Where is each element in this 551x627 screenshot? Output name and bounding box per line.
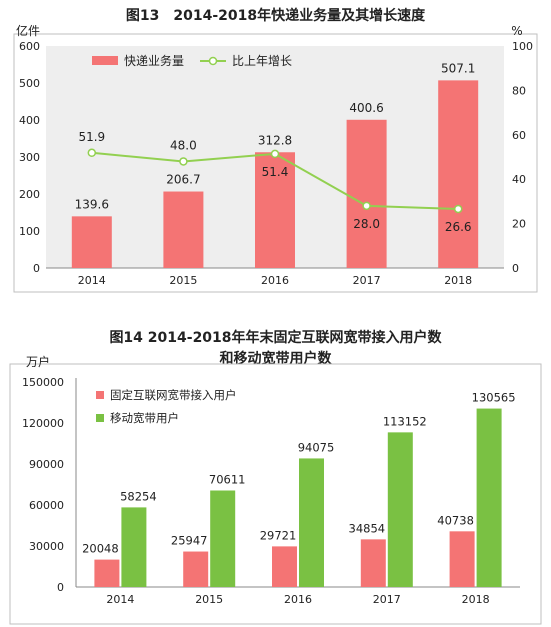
chart-frame	[13, 33, 538, 293]
bar	[476, 408, 502, 587]
bar-data-label: 113152	[383, 414, 427, 428]
legend-swatch-fixed	[96, 391, 104, 399]
legend-label-volume: 快递业务量	[124, 53, 184, 68]
growth-data-label: 48.0	[170, 138, 197, 152]
bar-data-label: 40738	[437, 513, 474, 527]
y-tick-label: 400	[19, 114, 40, 127]
bar-data-label: 94075	[298, 440, 335, 454]
x-tick-label: 2016	[261, 274, 289, 287]
bar	[121, 507, 147, 587]
x-tick-label: 2017	[353, 274, 381, 287]
bar-data-label: 20048	[82, 542, 119, 556]
chart-subtitle: 和移动宽带用户数	[219, 351, 332, 367]
x-tick-label: 2016	[284, 593, 312, 606]
broadband-chart: 图14 2014-2018年年末固定互联网宽带接入用户数 和移动宽带用户数 万户…	[0, 322, 551, 627]
bar	[183, 551, 209, 587]
bar	[449, 531, 475, 587]
y-tick-label: 100	[19, 225, 40, 238]
x-tick-label: 2017	[373, 593, 401, 606]
bar-data-label: 70611	[209, 472, 246, 486]
growth-data-label: 26.6	[445, 220, 472, 234]
bar	[163, 191, 204, 268]
bar	[346, 119, 387, 268]
broadband-chart-svg: 万户 0 30000 60000 90000 120000 150000 20048 58254…	[9, 354, 542, 625]
bar	[438, 80, 479, 268]
y-tick-label: 90000	[29, 458, 64, 471]
bar-data-label: 130565	[472, 391, 516, 405]
bar	[71, 216, 112, 268]
express-chart-svg: 亿件 % 0 100 200 300 400 500 600 0 20 40 60 80 100 139.6 2…	[13, 23, 538, 293]
growth-point	[453, 204, 463, 214]
growth-point	[270, 149, 280, 159]
x-tick-label: 2015	[195, 593, 223, 606]
y-tick-label: 60000	[29, 499, 64, 512]
bar	[299, 458, 324, 587]
bar	[210, 490, 236, 587]
chart-frame	[9, 363, 542, 625]
y-tick-label: 200	[19, 188, 40, 201]
y-tick-label: 120000	[22, 417, 64, 430]
legend-label-mobile: 移动宽带用户	[110, 411, 179, 425]
growth-data-label: 51.9	[78, 130, 105, 144]
y2-tick-label: 40	[512, 173, 526, 186]
x-tick-label: 2014	[106, 593, 134, 606]
legend-swatch-mobile	[96, 414, 104, 422]
legend-label-growth: 比上年增长	[232, 54, 292, 68]
bar	[94, 559, 120, 587]
y2-tick-label: 80	[512, 84, 526, 97]
x-tick-label: 2018	[444, 274, 472, 287]
y2-tick-label: 100	[512, 40, 533, 53]
legend-label-fixed: 固定互联网宽带接入用户	[110, 388, 237, 402]
growth-data-label: 28.0	[353, 217, 380, 231]
y-tick-label: 0	[57, 581, 64, 594]
y2-tick-label: 0	[512, 262, 519, 275]
y-tick-label: 150000	[22, 376, 64, 389]
x-tick-label: 2014	[78, 274, 106, 287]
chart-title: 图13 2014-2018年快递业务量及其增长速度	[125, 8, 426, 24]
y-axis-label: 亿件	[16, 23, 40, 38]
bar	[272, 546, 297, 587]
chart-title: 图14 2014-2018年年末固定互联网宽带接入用户数	[109, 330, 442, 346]
bar-data-label: 29721	[260, 528, 297, 542]
bar	[255, 152, 295, 268]
bar-data-label: 507.1	[441, 61, 475, 75]
x-tick-label: 2018	[462, 593, 490, 606]
growth-point	[179, 157, 188, 166]
bar-data-label: 312.8	[258, 133, 292, 147]
growth-point	[87, 148, 97, 158]
y-tick-label: 300	[19, 151, 40, 164]
legend-swatch-volume	[92, 56, 118, 65]
y-tick-label: 600	[19, 40, 40, 53]
bar	[360, 539, 386, 587]
x-tick-label: 2015	[169, 274, 197, 287]
y2-tick-label: 60	[512, 129, 526, 142]
y-axis-label: 万户	[26, 354, 50, 369]
y-tick-label: 0	[33, 262, 40, 275]
bar-data-label: 206.7	[166, 173, 200, 187]
legend-swatch-growth-marker	[208, 56, 218, 66]
growth-data-label: 51.4	[262, 165, 289, 179]
bar-data-label: 58254	[120, 489, 157, 503]
bar-data-label: 34854	[349, 521, 386, 535]
y2-tick-label: 20	[512, 218, 526, 231]
express-chart: 图13 2014-2018年快递业务量及其增长速度 亿件% 0 100 200 300 4…	[0, 0, 551, 300]
y-tick-label: 30000	[29, 540, 64, 553]
bar-data-label: 139.6	[75, 197, 109, 211]
y2-axis-label: %	[511, 24, 522, 38]
y-tick-label: 500	[19, 77, 40, 90]
bar	[387, 432, 413, 587]
bar-data-label: 400.6	[349, 101, 383, 115]
bar-data-label: 25947	[171, 534, 208, 548]
growth-point	[362, 201, 371, 211]
